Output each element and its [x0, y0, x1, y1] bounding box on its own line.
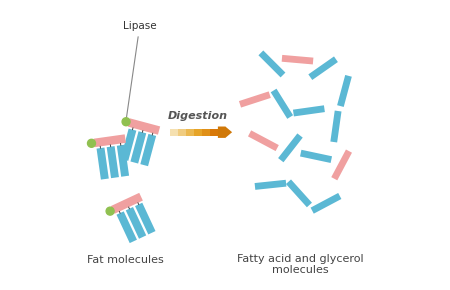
Text: Fat molecules: Fat molecules	[87, 255, 164, 265]
Circle shape	[122, 118, 130, 126]
Circle shape	[87, 139, 95, 147]
Polygon shape	[248, 130, 279, 151]
Polygon shape	[121, 128, 136, 161]
Polygon shape	[293, 105, 325, 116]
Text: Fatty acid and glycerol
molecules: Fatty acid and glycerol molecules	[237, 254, 364, 275]
Polygon shape	[107, 146, 119, 178]
Polygon shape	[300, 150, 332, 163]
Bar	[202, 128, 210, 136]
Polygon shape	[255, 180, 287, 190]
Polygon shape	[286, 180, 312, 207]
Polygon shape	[282, 55, 313, 64]
Circle shape	[106, 207, 114, 215]
Polygon shape	[239, 91, 271, 108]
Bar	[194, 128, 202, 136]
Polygon shape	[258, 50, 285, 77]
Polygon shape	[128, 118, 160, 135]
Text: Digestion: Digestion	[167, 111, 227, 121]
Polygon shape	[337, 75, 352, 107]
Polygon shape	[97, 148, 109, 180]
Polygon shape	[278, 133, 303, 162]
Polygon shape	[308, 57, 338, 80]
Polygon shape	[130, 131, 146, 164]
Polygon shape	[310, 193, 342, 214]
Bar	[178, 128, 186, 136]
Bar	[186, 128, 194, 136]
Polygon shape	[330, 110, 342, 142]
Polygon shape	[117, 145, 129, 177]
Polygon shape	[331, 150, 352, 180]
Text: Lipase: Lipase	[123, 21, 157, 117]
Bar	[210, 128, 218, 136]
FancyArrow shape	[218, 126, 232, 138]
Polygon shape	[111, 193, 143, 214]
Polygon shape	[271, 89, 293, 119]
Polygon shape	[140, 134, 156, 166]
Polygon shape	[126, 207, 146, 239]
Polygon shape	[135, 203, 156, 234]
Polygon shape	[117, 211, 137, 243]
Polygon shape	[94, 134, 126, 147]
Bar	[170, 128, 178, 136]
